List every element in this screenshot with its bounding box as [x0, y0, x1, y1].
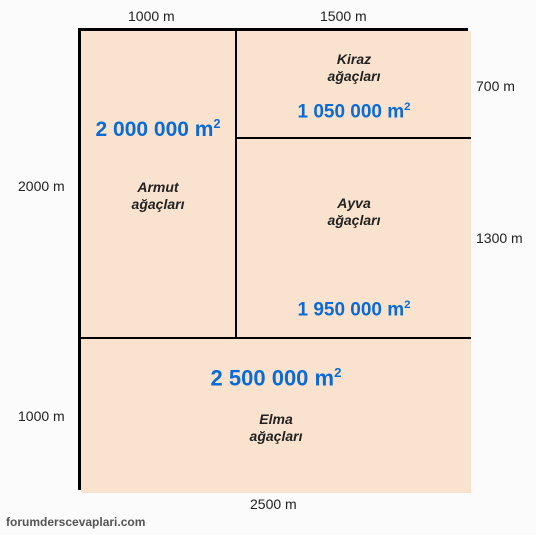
dim-bottom: 2500 m [250, 496, 297, 512]
label-kiraz: Kirazağaçları [237, 51, 471, 85]
dim-left-lower: 1000 m [18, 408, 65, 424]
label-elma: Elmaağaçları [81, 411, 471, 445]
dim-top-left: 1000 m [128, 8, 175, 24]
region-kiraz: Kirazağaçları 1 050 000 m2 [237, 31, 471, 139]
dim-right-upper: 700 m [476, 78, 515, 94]
region-armut: 2 000 000 m2 Armutağaçları [81, 31, 237, 339]
area-kiraz: 1 050 000 m2 [237, 101, 471, 123]
label-armut: Armutağaçları [81, 179, 235, 213]
dim-top-right: 1500 m [320, 8, 367, 24]
area-armut: 2 000 000 m2 [81, 117, 235, 142]
label-ayva: Ayvaağaçları [237, 195, 471, 229]
land-plot-diagram: 2 000 000 m2 Armutağaçları Kirazağaçları… [78, 28, 468, 490]
area-ayva: 1 950 000 m2 [237, 299, 471, 321]
area-elma: 2 500 000 m2 [81, 365, 471, 391]
region-elma: 2 500 000 m2 Elmaağaçları [81, 339, 471, 493]
dim-right-lower: 1300 m [476, 230, 523, 246]
region-ayva: Ayvaağaçları 1 950 000 m2 [237, 139, 471, 339]
watermark: forumderscevaplari.com [6, 515, 145, 529]
dim-left-upper: 2000 m [18, 178, 65, 194]
